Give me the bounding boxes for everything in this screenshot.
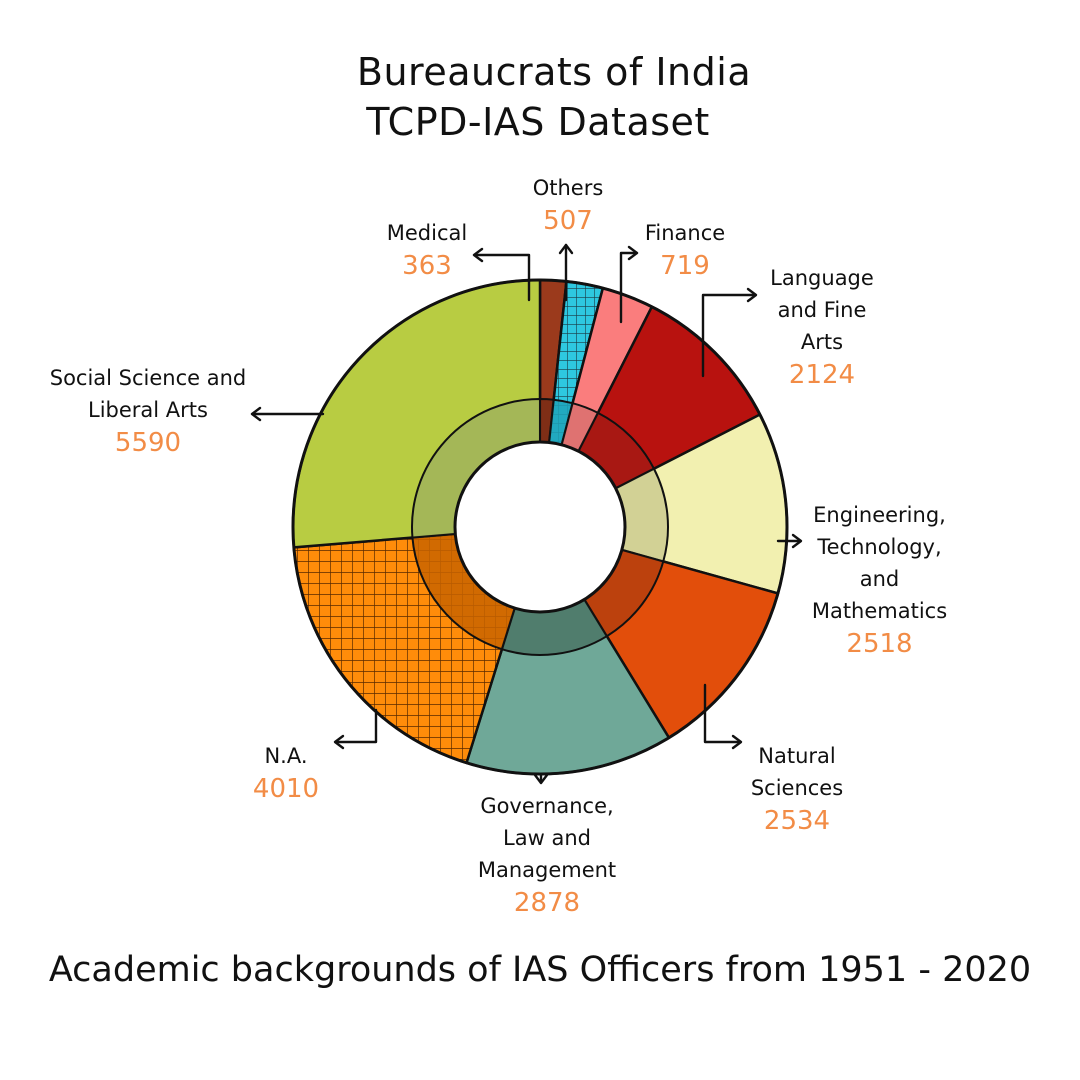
label-engineering-name-1: Engineering, [813, 503, 946, 527]
label-engineering-name-4: Mathematics [811, 599, 948, 623]
label-governance: Governance, Law and Management 2878 [462, 790, 632, 920]
label-natural-value: 2534 [763, 806, 831, 836]
donut-hole [453, 440, 627, 614]
label-language-value: 2124 [788, 360, 856, 390]
label-governance-name-2: Law and [503, 826, 591, 850]
label-finance: Finance 719 [630, 217, 740, 283]
label-others: Others 507 [513, 172, 623, 238]
label-medical-value: 363 [402, 251, 452, 281]
label-social-value: 5590 [114, 428, 182, 458]
label-na-value: 4010 [252, 774, 320, 804]
callout-arrows [250, 243, 803, 785]
label-engineering-name-3: and [859, 567, 900, 591]
label-finance-name: Finance [644, 221, 726, 245]
label-engineering-value: 2518 [846, 629, 913, 659]
label-engineering: Engineering, Technology, and Mathematics… [797, 499, 962, 661]
label-governance-value: 2878 [513, 888, 581, 918]
label-natural: Natural Sciences 2534 [737, 740, 857, 838]
label-natural-name-1: Natural [758, 744, 836, 768]
label-social-name-2: Liberal Arts [88, 398, 208, 422]
label-na-name: N.A. [264, 744, 308, 768]
label-language: Language and Fine Arts 2124 [757, 262, 887, 392]
label-social-name-1: Social Science and [49, 366, 247, 390]
chart-title: Bureaucrats of India [356, 50, 752, 94]
label-engineering-name-2: Technology, [817, 535, 942, 559]
arrow-medical [473, 253, 531, 302]
label-medical-name: Medical [386, 221, 468, 245]
label-others-name: Others [532, 176, 604, 200]
donut-outline [291, 278, 789, 776]
chart-caption: Academic backgrounds of IAS Officers fro… [48, 950, 1032, 990]
label-finance-value: 719 [660, 251, 710, 281]
label-social: Social Science and Liberal Arts 5590 [38, 362, 258, 460]
label-natural-name-2: Sciences [750, 776, 844, 800]
chart-subtitle: TCPD-IAS Dataset [366, 100, 710, 144]
label-others-value: 507 [543, 206, 593, 236]
label-language-name-3: Arts [800, 330, 844, 354]
label-language-name-1: Language [770, 266, 874, 290]
label-governance-name-1: Governance, [480, 794, 614, 818]
label-language-name-2: and Fine [777, 298, 867, 322]
label-governance-name-3: Management [477, 858, 617, 882]
label-medical: Medical 363 [372, 217, 482, 283]
label-na: N.A. 4010 [236, 740, 336, 806]
